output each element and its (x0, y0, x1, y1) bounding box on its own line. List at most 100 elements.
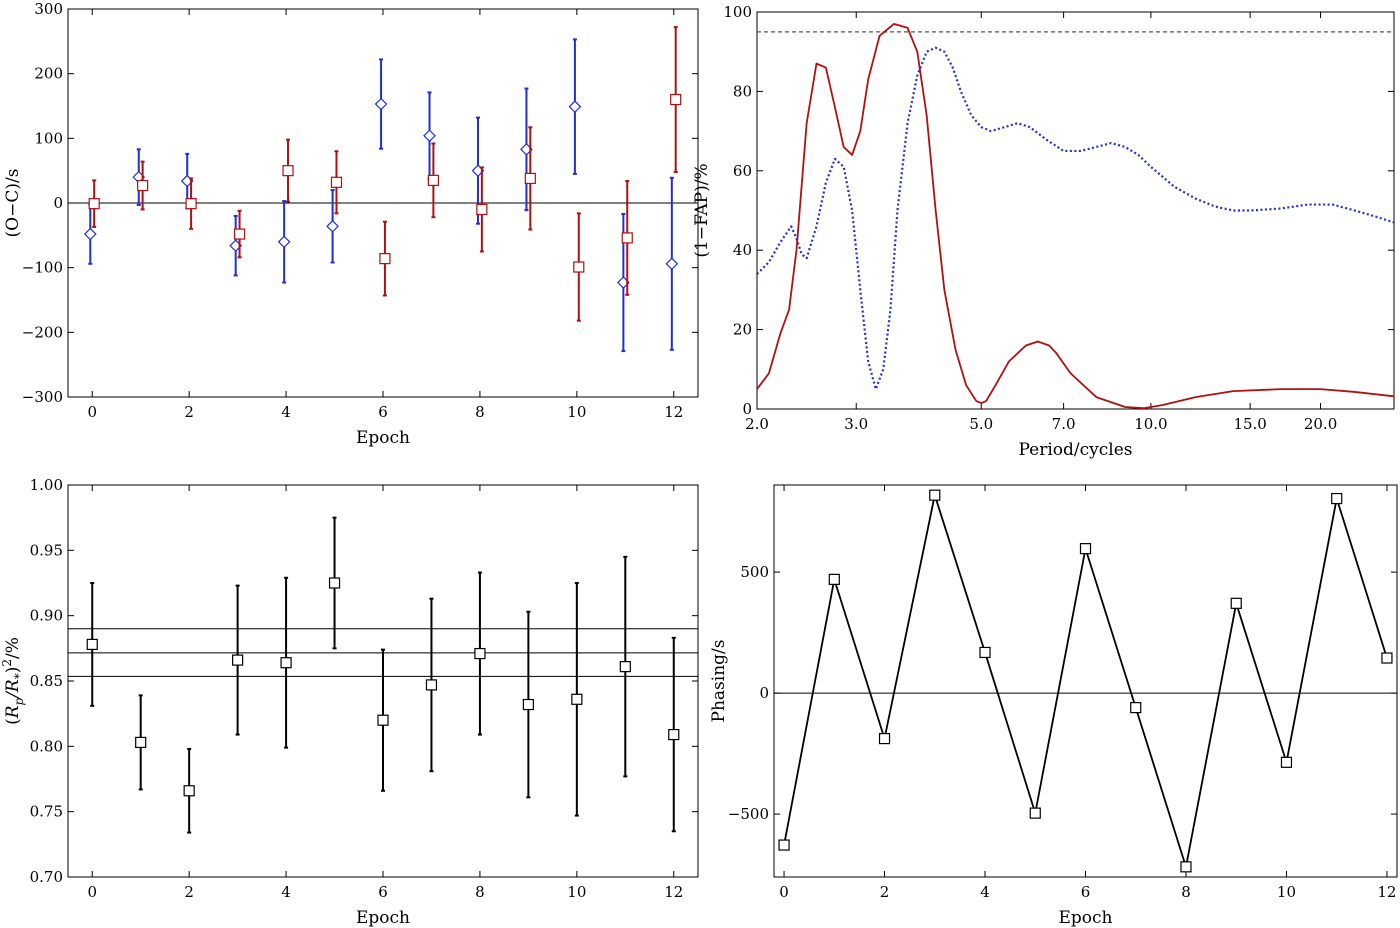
data-point-diamond (277, 235, 291, 249)
plot-frame (756, 11, 1395, 410)
y-tick-label: −100 (22, 259, 63, 277)
y-tick-label: 0.85 (30, 672, 63, 690)
x-tick-label: 2 (880, 883, 890, 901)
y-tick-label: 20 (733, 321, 752, 339)
x-tick-label: 0 (87, 883, 97, 901)
data-point-square (1331, 492, 1343, 505)
x-tick-label: 4 (281, 403, 291, 421)
series-line-red-solid (757, 23, 1394, 409)
data-point-square (522, 698, 534, 711)
y-tick-label: 1.00 (30, 476, 63, 494)
y-tick-label: 300 (34, 0, 63, 18)
data-point-square (377, 714, 389, 726)
data-point-square (379, 253, 391, 265)
y-tick-label: −200 (22, 323, 63, 341)
data-point-square (282, 165, 294, 177)
x-tick-label: 6 (378, 403, 388, 421)
y-tick-label: 100 (34, 129, 63, 147)
y-tick-label: 200 (34, 65, 63, 83)
data-point-square (135, 736, 147, 749)
data-point-square (233, 228, 246, 240)
y-tick-label: 0.80 (30, 737, 63, 755)
data-point-square (828, 573, 840, 585)
data-point-square (427, 174, 439, 186)
x-tick-label: 8 (475, 403, 485, 421)
y-tick-label: 0 (759, 684, 769, 702)
data-point-square (476, 203, 488, 216)
data-point-square (328, 577, 341, 589)
panel-depth: 0 2 4 6 8 10 12 0.70 0.75 0.80 0.85 0.90 0.95 1.00 Epo… (0, 476, 699, 928)
x-tick-label: 12 (1377, 883, 1396, 901)
x-tick-label: 15.0 (1233, 415, 1266, 433)
data-point-square (1079, 543, 1092, 555)
y-tick-label: 40 (733, 241, 752, 259)
y-tick-label: 0 (53, 194, 63, 212)
data-point-square (183, 785, 195, 797)
x-axis-label: Period/cycles (1018, 440, 1132, 460)
x-tick-label: 10 (567, 883, 586, 901)
x-axis-label: Epoch (1059, 908, 1113, 928)
x-tick-label: 6 (1081, 883, 1091, 901)
data-point-square (1280, 756, 1293, 768)
x-tick-label: 20.0 (1304, 415, 1337, 433)
data-point-square (232, 654, 244, 666)
data-point-square (573, 261, 585, 273)
x-tick-label: 8 (1181, 883, 1191, 901)
panel-oc: 0 2 4 6 8 10 12 −300 −200 −100 0 100 200 300 Epoch (O−C… (3, 0, 699, 448)
y-axis-label: (Rp/R*)2/% (0, 637, 26, 725)
data-point-diamond (568, 100, 582, 113)
data-point-diamond (83, 227, 97, 241)
x-axis-label: Epoch (356, 908, 410, 928)
y-axis-label: Phasing/s (709, 640, 729, 723)
data-point-square (619, 661, 631, 673)
x-tick-label: 3.0 (844, 415, 868, 433)
x-tick-label: 8 (475, 883, 485, 901)
y-tick-label: −500 (728, 805, 769, 823)
data-point-square (1230, 597, 1242, 609)
y-axis-label: (1−FAP)/% (692, 163, 712, 257)
data-point-square (185, 198, 197, 210)
data-point-square (668, 728, 680, 741)
y-tick-label: 80 (733, 82, 752, 100)
data-point-square (929, 489, 941, 501)
x-axis-label: Epoch (356, 428, 410, 448)
data-point-square (474, 647, 486, 660)
x-tick-label: 7.0 (1052, 415, 1076, 433)
series-line-blue-dotted (757, 46, 1394, 391)
x-tick-label: 2.0 (745, 415, 769, 433)
x-tick-label: 6 (378, 883, 388, 901)
data-point-square (524, 172, 536, 185)
data-point-square (979, 646, 991, 659)
x-tick-label: 5.0 (969, 415, 993, 433)
data-point-square (137, 179, 149, 192)
data-point-square (88, 198, 100, 210)
data-point-square (425, 679, 438, 691)
x-tick-label: 10 (567, 403, 586, 421)
x-tick-label: 2 (184, 883, 194, 901)
data-point-diamond (326, 219, 339, 233)
data-point-square (670, 93, 682, 106)
y-tick-label: 0.95 (30, 541, 63, 559)
data-point-square (571, 693, 583, 705)
data-point-square (280, 657, 292, 669)
x-tick-label: 12 (664, 883, 683, 901)
x-tick-label: 0 (779, 883, 789, 901)
x-tick-label: 4 (281, 883, 291, 901)
y-tick-label: 0.75 (30, 803, 63, 821)
data-point-square (1029, 807, 1041, 819)
data-point-diamond (665, 257, 679, 271)
y-axis-label: (O−C)/s (3, 169, 23, 238)
x-tick-label: 0 (87, 403, 97, 421)
data-point-square (621, 232, 633, 244)
x-tick-label: 2 (184, 403, 194, 421)
x-tick-label: 10.0 (1134, 415, 1167, 433)
y-tick-label: 0 (742, 400, 752, 418)
y-tick-label: 0.70 (30, 868, 63, 886)
data-point-diamond (423, 129, 436, 143)
y-tick-label: 500 (740, 563, 769, 581)
x-tick-label: 4 (980, 883, 990, 901)
data-point-diamond (374, 97, 388, 111)
data-point-square (1130, 702, 1142, 714)
y-tick-label: 100 (723, 3, 752, 21)
